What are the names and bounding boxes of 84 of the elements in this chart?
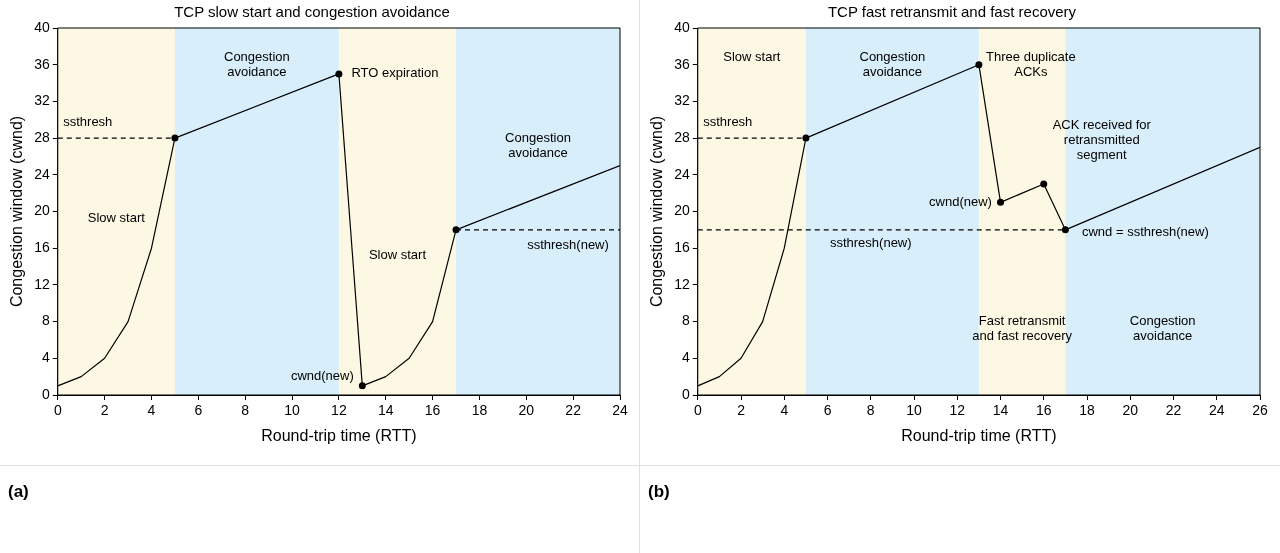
y-tick-label: 32 bbox=[674, 92, 690, 109]
x-tick-label: 6 bbox=[823, 402, 832, 419]
x-tick-label: 6 bbox=[194, 402, 203, 419]
y-tick-label: 28 bbox=[34, 128, 50, 145]
x-tick-label: 24 bbox=[612, 402, 628, 419]
y-tick-label: 40 bbox=[34, 18, 50, 35]
y-tick-label: 32 bbox=[34, 92, 50, 109]
x-tick-label: 10 bbox=[284, 402, 301, 419]
x-tick-label: 20 bbox=[1122, 402, 1139, 419]
x-tick-label: 14 bbox=[992, 402, 1009, 419]
point bbox=[358, 382, 366, 390]
x-axis-title: Round-trip time (RTT) bbox=[261, 426, 417, 444]
band-label: Slow start bbox=[87, 210, 146, 226]
band-label: Congestion avoidance bbox=[505, 129, 571, 160]
x-tick-label: 14 bbox=[377, 402, 394, 419]
y-tick-label: 4 bbox=[41, 349, 50, 366]
point bbox=[975, 61, 983, 69]
chart-title: TCP slow start and congestion avoidance bbox=[174, 3, 450, 21]
point bbox=[802, 134, 810, 142]
x-tick-label: 2 bbox=[100, 402, 109, 419]
x-tick-label: 22 bbox=[565, 402, 582, 419]
x-tick-label: 10 bbox=[906, 402, 923, 419]
x-tick-label: 18 bbox=[471, 402, 488, 419]
x-tick-label: 22 bbox=[1165, 402, 1182, 419]
x-tick-label: 16 bbox=[1035, 402, 1052, 419]
point bbox=[997, 198, 1005, 206]
annotation: ACK received for retransmitted segment bbox=[1052, 116, 1152, 162]
band-label: Slow start bbox=[368, 247, 427, 263]
y-tick-label: 40 bbox=[674, 18, 690, 35]
y-tick-label: 24 bbox=[34, 165, 50, 182]
x-tick-label: 12 bbox=[949, 402, 966, 419]
y-tick-label: 8 bbox=[681, 312, 690, 329]
x-tick-label: 12 bbox=[331, 402, 347, 419]
text: (a) bbox=[7, 481, 30, 503]
y-tick-label: 12 bbox=[674, 275, 690, 292]
annotation: cwnd(new) bbox=[929, 193, 992, 209]
y-tick-label: 36 bbox=[674, 55, 690, 72]
band-label: Fast retransmit and fast recovery bbox=[972, 313, 1073, 344]
x-tick-label: 24 bbox=[1208, 402, 1225, 419]
y-axis-title: Congestion window (cwnd) bbox=[648, 115, 666, 308]
band-label: Congestion avoidance bbox=[859, 48, 926, 79]
x-tick-label: 8 bbox=[241, 402, 250, 419]
x-tick-label: 4 bbox=[147, 402, 156, 419]
x-tick-label: 0 bbox=[693, 402, 702, 419]
x-tick-label: 8 bbox=[866, 402, 875, 419]
annotation: ssthresh(new) bbox=[829, 235, 912, 251]
y-tick-label: 8 bbox=[41, 312, 50, 329]
x-tick-label: 20 bbox=[518, 402, 535, 419]
point bbox=[1061, 226, 1069, 234]
annotation: Three duplicate ACKs bbox=[986, 48, 1076, 79]
x-tick-label: 0 bbox=[53, 402, 62, 419]
y-tick-label: 28 bbox=[674, 128, 690, 145]
x-tick-label: 18 bbox=[1079, 402, 1095, 419]
band-label: Congestion avoidance bbox=[1129, 313, 1196, 344]
annotation: cwnd(new) bbox=[290, 368, 354, 384]
y-tick-label: 20 bbox=[674, 202, 690, 219]
text: (b) bbox=[647, 481, 671, 503]
y-tick-label: 16 bbox=[674, 239, 690, 256]
x-tick-label: 26 bbox=[1252, 402, 1268, 419]
y-tick-label: 20 bbox=[34, 202, 50, 219]
x-tick-label: 4 bbox=[780, 402, 789, 419]
annotation: cwnd = ssthresh(new) bbox=[1081, 224, 1209, 240]
band-label: Congestion avoidance bbox=[224, 48, 290, 79]
y-tick-label: 0 bbox=[41, 385, 50, 402]
x-tick-label: 2 bbox=[737, 402, 746, 419]
point bbox=[335, 70, 343, 78]
annotation: ssthresh bbox=[703, 113, 753, 129]
chart-title: TCP fast retransmit and fast recovery bbox=[827, 3, 1077, 21]
x-axis-title: Round-trip time (RTT) bbox=[901, 426, 1057, 444]
y-tick-label: 16 bbox=[34, 239, 50, 256]
annotation: ssthresh(new) bbox=[527, 237, 609, 253]
y-axis-title: Congestion window (cwnd) bbox=[8, 115, 26, 308]
point bbox=[171, 134, 179, 142]
y-tick-label: 4 bbox=[681, 349, 690, 366]
y-tick-label: 12 bbox=[34, 275, 50, 292]
annotation: RTO expiration bbox=[351, 65, 439, 81]
x-tick-label: 16 bbox=[424, 402, 441, 419]
y-tick-label: 24 bbox=[674, 165, 690, 182]
y-tick-label: 36 bbox=[34, 55, 50, 72]
point bbox=[1040, 180, 1048, 188]
point bbox=[452, 226, 460, 234]
annotation: ssthresh bbox=[63, 113, 113, 129]
y-tick-label: 0 bbox=[681, 385, 690, 402]
band-label: Slow start bbox=[723, 48, 781, 64]
